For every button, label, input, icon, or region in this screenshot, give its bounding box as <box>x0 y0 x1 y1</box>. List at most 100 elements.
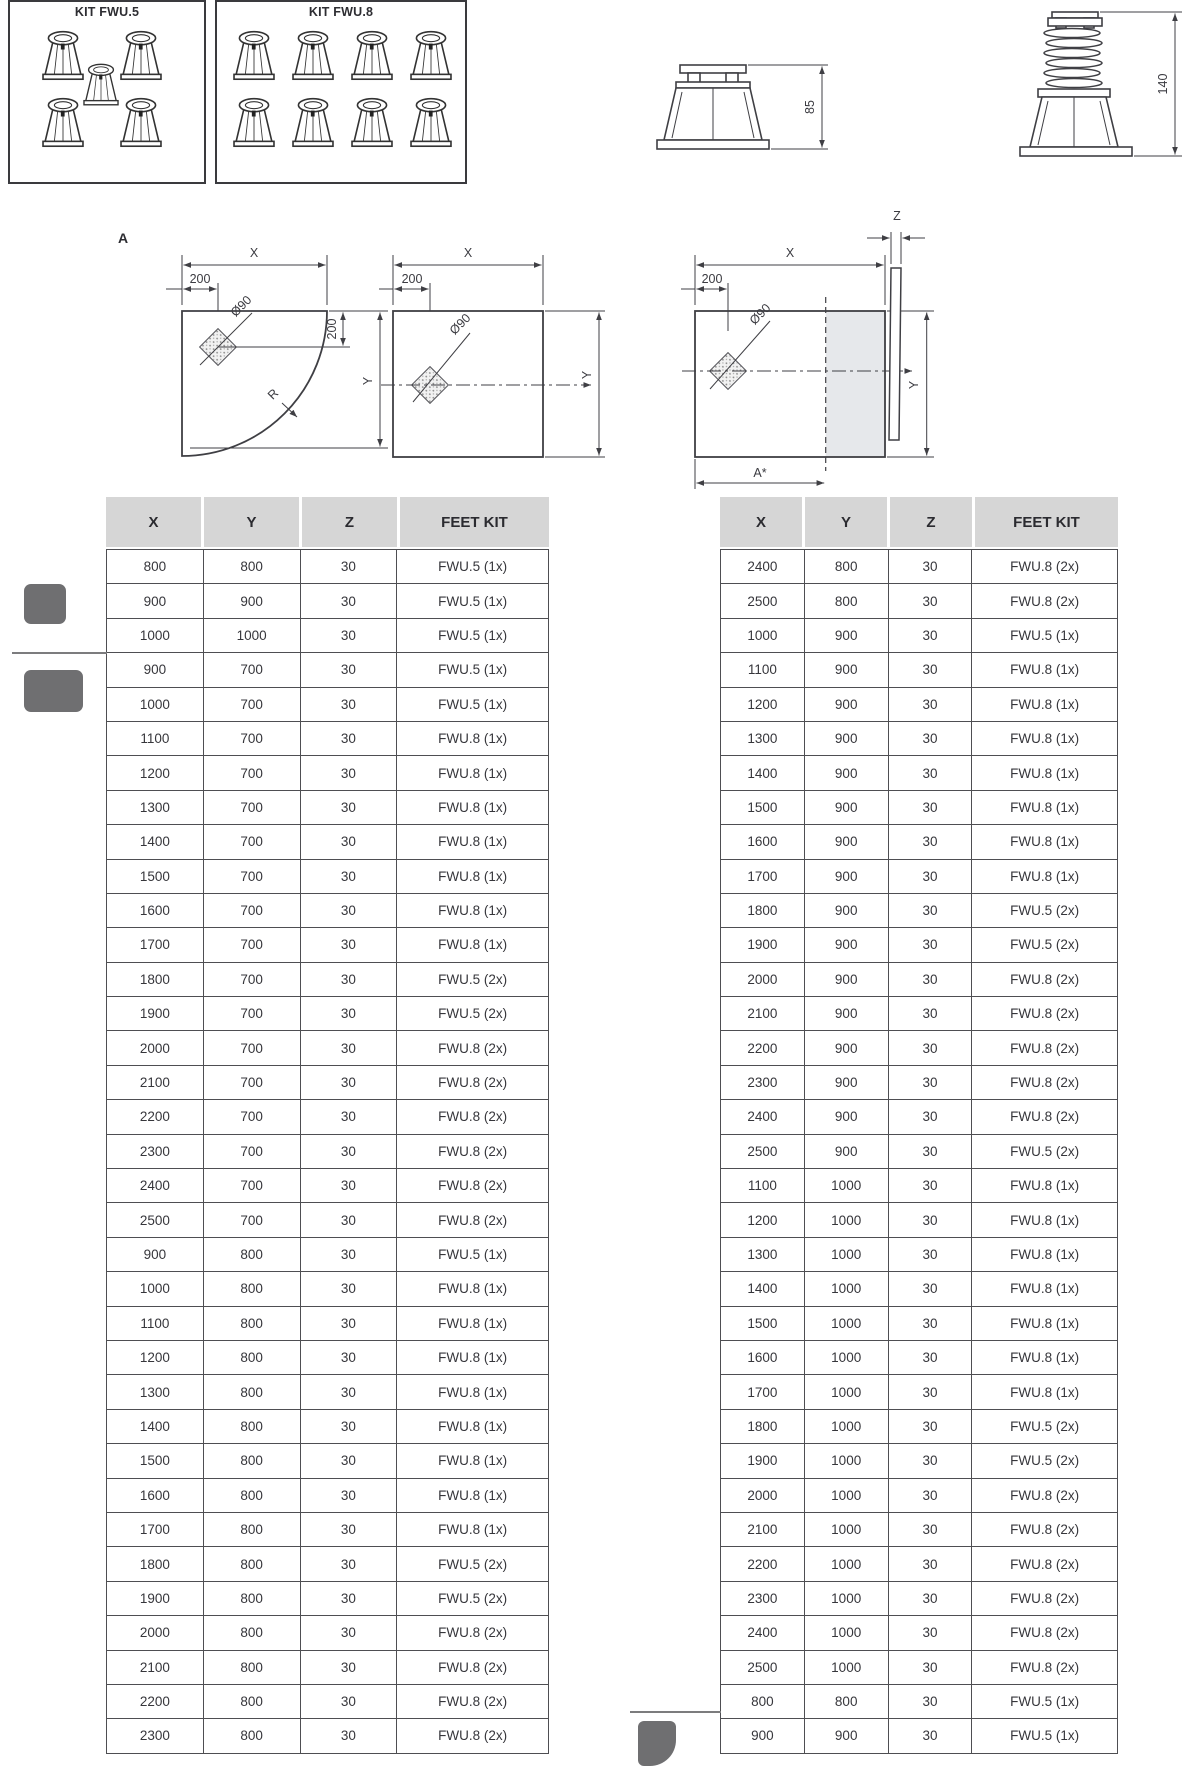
table-cell: FWU.8 (1x) <box>971 824 1118 860</box>
table-cell: 800 <box>202 1236 301 1273</box>
table-cell: 30 <box>299 1580 398 1617</box>
table-cell: 700 <box>202 1099 301 1135</box>
table-row: 1900 900 30 FWU.5 (2x) <box>720 927 1118 963</box>
table-cell: FWU.5 (1x) <box>971 1718 1118 1754</box>
table-cell: 1700 <box>720 1374 805 1410</box>
table-row: 1000 1000 30 FWU.5 (1x) <box>106 617 549 654</box>
table-cell: FWU.8 (1x) <box>396 1408 549 1445</box>
table-cell: 30 <box>299 1064 398 1101</box>
table-cell: 30 <box>887 927 973 963</box>
table-row: 2300 900 30 FWU.8 (2x) <box>720 1064 1118 1101</box>
table-cell: 30 <box>299 1443 398 1479</box>
table-cell: FWU.8 (2x) <box>971 1064 1118 1101</box>
table-row: 1300 700 30 FWU.8 (1x) <box>106 789 549 826</box>
table-cell: 800 <box>202 1339 301 1376</box>
table-cell: 1900 <box>720 927 805 963</box>
adjustable-foot-icon <box>345 26 399 86</box>
table-cell: 30 <box>299 1683 398 1720</box>
table-cell: FWU.8 (2x) <box>396 1649 549 1685</box>
table-cell: 1500 <box>106 1443 204 1479</box>
table-cell: FWU.8 (1x) <box>971 1339 1118 1376</box>
adjustable-foot-icon <box>404 92 458 154</box>
table-cell: FWU.8 (2x) <box>396 1099 549 1135</box>
table-cell: 900 <box>803 961 889 998</box>
table-row: 1100 700 30 FWU.8 (1x) <box>106 720 549 757</box>
table-cell: 1100 <box>720 1168 805 1204</box>
table-cell: 800 <box>202 1305 301 1341</box>
table-cell: FWU.8 (1x) <box>396 755 549 791</box>
table-cell: 30 <box>887 1649 973 1685</box>
dim-y: Y <box>361 376 375 385</box>
table-cell: FWU.8 (1x) <box>396 1305 549 1341</box>
table-cell: 900 <box>803 1064 889 1101</box>
table-cell: 900 <box>720 1718 805 1754</box>
table-cell: 30 <box>299 1133 398 1170</box>
foot-max-height-drawing: 140 <box>1019 11 1182 157</box>
table-cell: 1000 <box>106 1271 204 1307</box>
table-cell: 800 <box>202 1580 301 1617</box>
table-cell: 1000 <box>803 1339 889 1376</box>
table-cell: FWU.8 (1x) <box>971 686 1118 722</box>
table-cell: 1000 <box>803 1477 889 1513</box>
table-cell: 1000 <box>803 1580 889 1617</box>
table-cell: 30 <box>299 755 398 791</box>
table-row: 2200 700 30 FWU.8 (2x) <box>106 1099 549 1135</box>
table-cell: FWU.5 (2x) <box>971 1408 1118 1445</box>
table-cell: 30 <box>299 892 398 929</box>
table-cell: 900 <box>803 1718 889 1754</box>
table-cell: 1000 <box>803 1236 889 1273</box>
table-row: 2300 700 30 FWU.8 (2x) <box>106 1133 549 1170</box>
table-cell: FWU.8 (1x) <box>396 720 549 757</box>
header-y: Y <box>204 497 299 547</box>
table-cell: FWU.5 (2x) <box>971 892 1118 929</box>
table-cell: FWU.8 (1x) <box>396 927 549 963</box>
table-cell: 900 <box>106 583 204 619</box>
table-cell: 1000 <box>803 1649 889 1685</box>
table-cell: 2200 <box>720 1030 805 1066</box>
table-row: 2400 900 30 FWU.8 (2x) <box>720 1099 1118 1135</box>
table-row: 1300 800 30 FWU.8 (1x) <box>106 1374 549 1410</box>
dim-200: 200 <box>702 272 723 286</box>
table-cell: 800 <box>803 583 889 619</box>
header-x: X <box>106 497 201 547</box>
table-cell: 700 <box>202 858 301 894</box>
table-cell: 30 <box>299 996 398 1032</box>
table-cell: FWU.8 (2x) <box>396 1202 549 1238</box>
table-cell: 1300 <box>720 1236 805 1273</box>
table-row: 1800 1000 30 FWU.5 (2x) <box>720 1408 1118 1445</box>
table-cell: 1500 <box>106 858 204 894</box>
table-cell: FWU.8 (2x) <box>971 548 1118 585</box>
table-cell: 900 <box>202 583 301 619</box>
table-cell: 700 <box>202 720 301 757</box>
table-cell: 2300 <box>106 1133 204 1170</box>
table-cell: 900 <box>803 652 889 688</box>
table-cell: 1600 <box>720 824 805 860</box>
profile-thickness-diagram: Z <box>867 209 925 441</box>
table-cell: 800 <box>202 1271 301 1307</box>
table-cell: 1000 <box>803 1374 889 1410</box>
table-row: 2500 1000 30 FWU.8 (2x) <box>720 1649 1118 1685</box>
table-row: 1700 900 30 FWU.8 (1x) <box>720 858 1118 894</box>
table-row: 2000 700 30 FWU.8 (2x) <box>106 1030 549 1066</box>
table-row: 1200 900 30 FWU.8 (1x) <box>720 686 1118 722</box>
table-cell: 1300 <box>106 1374 204 1410</box>
table-cell: 900 <box>803 686 889 722</box>
adjustable-foot-icon <box>286 26 340 86</box>
table-row: 2400 1000 30 FWU.8 (2x) <box>720 1615 1118 1651</box>
table-row: 2400 700 30 FWU.8 (2x) <box>106 1168 549 1204</box>
table-cell: 1100 <box>720 652 805 688</box>
rectangular-tray-icon <box>24 670 83 712</box>
table-row: 1900 1000 30 FWU.5 (2x) <box>720 1443 1118 1479</box>
table-row: 1200 800 30 FWU.8 (1x) <box>106 1339 549 1376</box>
table-cell: 1500 <box>720 1305 805 1341</box>
table-header-row: X Y Z FEET KIT <box>106 497 549 547</box>
dim-200: 200 <box>402 272 423 286</box>
table-cell: 30 <box>887 1133 973 1170</box>
table-cell: 30 <box>887 652 973 688</box>
table-cell: 1000 <box>803 1546 889 1582</box>
table-row: 2200 800 30 FWU.8 (2x) <box>106 1683 549 1720</box>
table-cell: 2300 <box>720 1580 805 1617</box>
table-cell: FWU.8 (1x) <box>396 824 549 860</box>
table-cell: FWU.8 (2x) <box>971 1477 1118 1513</box>
